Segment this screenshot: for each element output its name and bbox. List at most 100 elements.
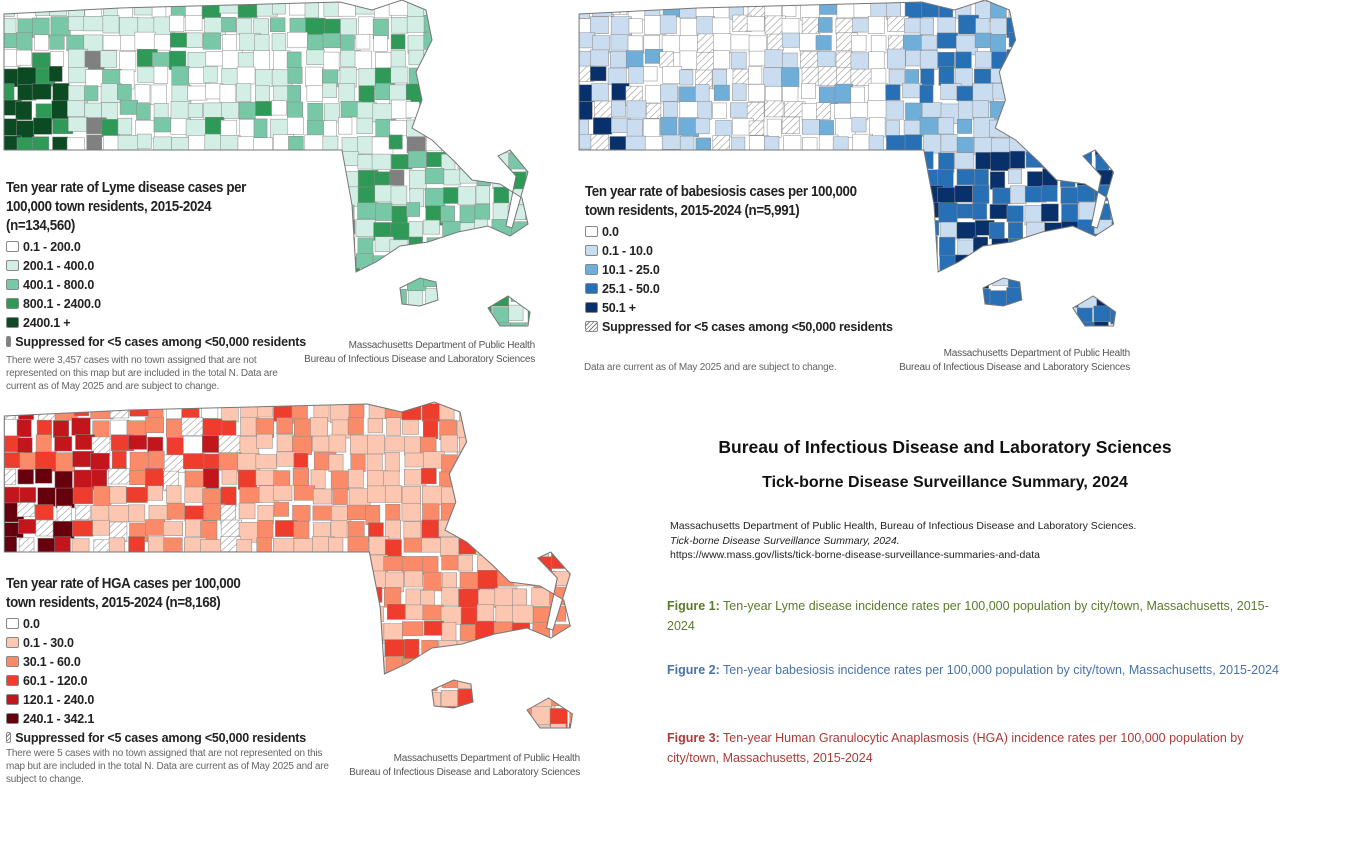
town-area — [86, 134, 102, 150]
town-area — [939, 290, 959, 310]
town-area — [292, 505, 311, 522]
town-area — [972, 100, 989, 118]
town-area — [510, 14, 530, 32]
town-area — [887, 48, 906, 69]
town-area — [357, 154, 373, 170]
town-area — [512, 690, 530, 708]
town-area — [307, 170, 328, 188]
town-area — [660, 84, 678, 102]
town-area — [1078, 68, 1095, 85]
legend-item: 400.1 - 800.0 — [6, 275, 306, 294]
town-area — [475, 238, 496, 258]
town-area — [697, 33, 716, 55]
town-area — [375, 52, 393, 70]
legend-label: 120.1 - 240.0 — [23, 692, 95, 707]
legend-item: 120.1 - 240.0 — [6, 690, 306, 709]
town-area — [443, 320, 462, 326]
town-area — [956, 85, 975, 102]
town-area — [391, 304, 406, 322]
town-area — [459, 254, 477, 274]
hga-note: There were 5 cases with no town assigned… — [6, 748, 329, 785]
town-area — [202, 467, 220, 489]
town-area — [746, 16, 765, 32]
town-area — [591, 83, 609, 102]
town-area — [532, 725, 551, 728]
town-area — [271, 33, 287, 51]
town-area — [459, 436, 482, 456]
town-area — [457, 186, 476, 206]
town-area — [390, 185, 408, 205]
town-area — [1044, 238, 1065, 257]
legend-swatch — [6, 298, 19, 309]
town-area — [957, 119, 972, 134]
town-area — [474, 0, 490, 19]
town-area — [902, 82, 923, 99]
town-area — [1044, 33, 1064, 54]
credit-line-1: Massachusetts Department of Public Healt… — [943, 348, 1131, 359]
town-area — [836, 67, 852, 87]
town-area — [569, 606, 573, 625]
town-area — [988, 222, 1005, 240]
town-area — [1076, 118, 1095, 139]
town-area — [84, 102, 102, 119]
town-area — [1061, 203, 1079, 223]
town-area — [440, 270, 461, 288]
town-area — [990, 1, 1007, 19]
town-area — [68, 116, 89, 132]
town-area — [253, 50, 271, 71]
town-area — [4, 151, 20, 171]
town-area — [384, 452, 400, 473]
town-area — [712, 17, 731, 37]
town-area — [533, 521, 552, 542]
town-area — [440, 289, 456, 308]
town-area — [456, 420, 479, 439]
town-area — [355, 321, 375, 326]
town-area — [1060, 289, 1081, 310]
town-area — [476, 101, 497, 120]
town-area — [368, 705, 388, 721]
town-area — [441, 622, 457, 642]
town-area — [421, 639, 439, 661]
town-area — [330, 723, 347, 728]
town-area — [661, 134, 683, 150]
town-area — [365, 505, 381, 525]
town-area — [50, 16, 71, 37]
town-area — [1026, 35, 1045, 53]
town-area — [421, 537, 443, 553]
town-area — [389, 120, 407, 137]
legend-item: 0.0 — [6, 614, 306, 633]
town-area — [1058, 236, 1079, 253]
town-area — [373, 323, 388, 326]
legend-item: 800.1 - 2400.0 — [6, 294, 306, 313]
town-area — [307, 220, 325, 242]
town-area — [549, 454, 567, 470]
town-area — [512, 484, 531, 505]
town-area — [569, 402, 573, 418]
town-area — [356, 117, 373, 134]
town-area — [939, 236, 956, 257]
legend-label: 240.1 - 342.1 — [23, 711, 95, 726]
town-area — [525, 289, 530, 305]
babesiosis-choropleth-map — [578, 0, 1117, 327]
town-area — [426, 68, 441, 89]
town-area — [479, 486, 495, 507]
town-area — [974, 32, 992, 49]
town-area — [494, 419, 512, 436]
town-area — [186, 32, 203, 48]
town-area — [531, 706, 552, 725]
town-area — [459, 320, 480, 326]
citation-url[interactable]: https://www.mass.gov/lists/tick-borne-di… — [670, 549, 1040, 561]
town-area — [238, 502, 256, 520]
town-area — [458, 18, 478, 36]
legend-swatch — [585, 226, 598, 237]
town-area — [922, 321, 943, 326]
town-area — [1043, 17, 1061, 35]
town-area — [421, 468, 437, 485]
town-area — [552, 672, 573, 691]
town-area — [1058, 134, 1075, 154]
town-area — [781, 32, 800, 48]
town-area — [255, 69, 274, 87]
town-area — [236, 151, 254, 171]
town-area — [527, 187, 530, 203]
town-area — [1111, 69, 1116, 87]
